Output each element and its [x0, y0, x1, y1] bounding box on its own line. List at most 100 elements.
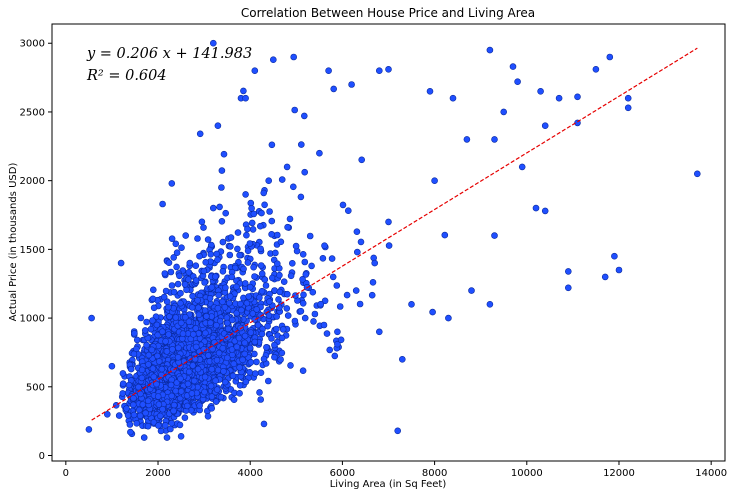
- chart-title: Correlation Between House Price and Livi…: [241, 6, 535, 20]
- x-tick-label: 0: [63, 468, 69, 479]
- data-point: [358, 156, 366, 164]
- data-point: [213, 386, 221, 393]
- data-point: [172, 240, 180, 248]
- data-point: [394, 427, 402, 435]
- data-point: [195, 304, 202, 312]
- data-point: [268, 141, 276, 149]
- data-point: [288, 259, 296, 267]
- data-point: [162, 287, 170, 295]
- data-point: [212, 377, 219, 385]
- data-point: [236, 389, 243, 397]
- data-point: [192, 325, 200, 332]
- data-point: [176, 421, 184, 429]
- data-point: [175, 344, 182, 352]
- data-point: [201, 388, 208, 396]
- data-point: [234, 229, 242, 236]
- data-point: [168, 282, 176, 289]
- data-point: [247, 358, 255, 366]
- data-point: [141, 327, 149, 334]
- data-point: [606, 53, 614, 61]
- data-point: [212, 273, 219, 280]
- data-point: [139, 401, 147, 408]
- data-point: [130, 394, 137, 402]
- data-point: [592, 66, 600, 73]
- data-point: [127, 365, 135, 373]
- data-point: [321, 297, 329, 305]
- data-point: [119, 380, 127, 388]
- data-point: [179, 330, 187, 338]
- data-point: [486, 300, 494, 308]
- data-point: [162, 337, 169, 345]
- data-point: [257, 396, 265, 403]
- data-point: [329, 273, 337, 281]
- data-point: [165, 259, 173, 267]
- data-point: [196, 402, 203, 409]
- data-point: [300, 112, 308, 120]
- x-tick-label: 4000: [237, 468, 262, 479]
- data-point: [246, 283, 254, 291]
- data-point: [215, 349, 223, 357]
- data-point: [241, 350, 248, 358]
- data-point: [321, 242, 328, 249]
- data-point: [194, 235, 201, 242]
- data-point: [207, 382, 215, 390]
- data-point: [224, 354, 231, 362]
- data-point: [241, 339, 248, 347]
- data-point: [186, 259, 194, 267]
- data-point: [136, 412, 144, 420]
- data-point: [226, 292, 234, 300]
- data-point: [204, 236, 212, 243]
- data-point: [541, 122, 549, 129]
- data-point: [188, 304, 196, 311]
- data-point: [236, 251, 243, 259]
- data-point: [276, 288, 284, 296]
- data-point: [168, 392, 175, 400]
- data-point: [193, 343, 200, 351]
- data-point: [236, 364, 243, 371]
- data-point: [371, 259, 379, 267]
- data-point: [88, 314, 95, 322]
- data-point: [555, 94, 563, 102]
- data-point: [601, 273, 609, 281]
- data-point: [191, 377, 198, 385]
- data-point: [138, 366, 146, 374]
- data-point: [149, 295, 157, 303]
- data-point: [265, 312, 273, 319]
- data-point: [261, 276, 269, 283]
- data-point: [319, 254, 327, 262]
- data-point: [219, 238, 227, 246]
- data-point: [144, 397, 152, 405]
- data-point: [201, 279, 208, 286]
- data-point: [300, 291, 307, 299]
- data-point: [260, 355, 268, 363]
- data-point: [261, 201, 268, 209]
- data-point: [268, 231, 275, 238]
- data-point: [486, 46, 494, 54]
- data-point: [297, 307, 305, 315]
- data-point: [248, 205, 255, 212]
- data-point: [254, 321, 262, 329]
- data-point: [202, 258, 209, 266]
- data-point: [188, 390, 196, 397]
- data-point: [299, 251, 307, 258]
- data-point: [449, 94, 457, 102]
- data-point: [238, 306, 245, 314]
- data-point: [150, 418, 158, 426]
- data-point: [242, 94, 249, 102]
- data-point: [277, 356, 284, 363]
- plot-frame: [51, 23, 726, 462]
- data-point: [203, 312, 210, 320]
- data-point: [244, 247, 252, 255]
- data-point: [235, 334, 243, 342]
- data-point: [269, 56, 277, 64]
- data-point: [221, 303, 229, 311]
- data-point: [398, 355, 406, 363]
- data-point: [123, 405, 130, 412]
- data-point: [167, 268, 175, 276]
- data-point: [253, 358, 260, 366]
- data-point: [165, 303, 172, 311]
- data-point: [251, 350, 258, 358]
- data-point: [181, 414, 189, 422]
- data-point: [320, 321, 328, 329]
- data-point: [325, 67, 332, 74]
